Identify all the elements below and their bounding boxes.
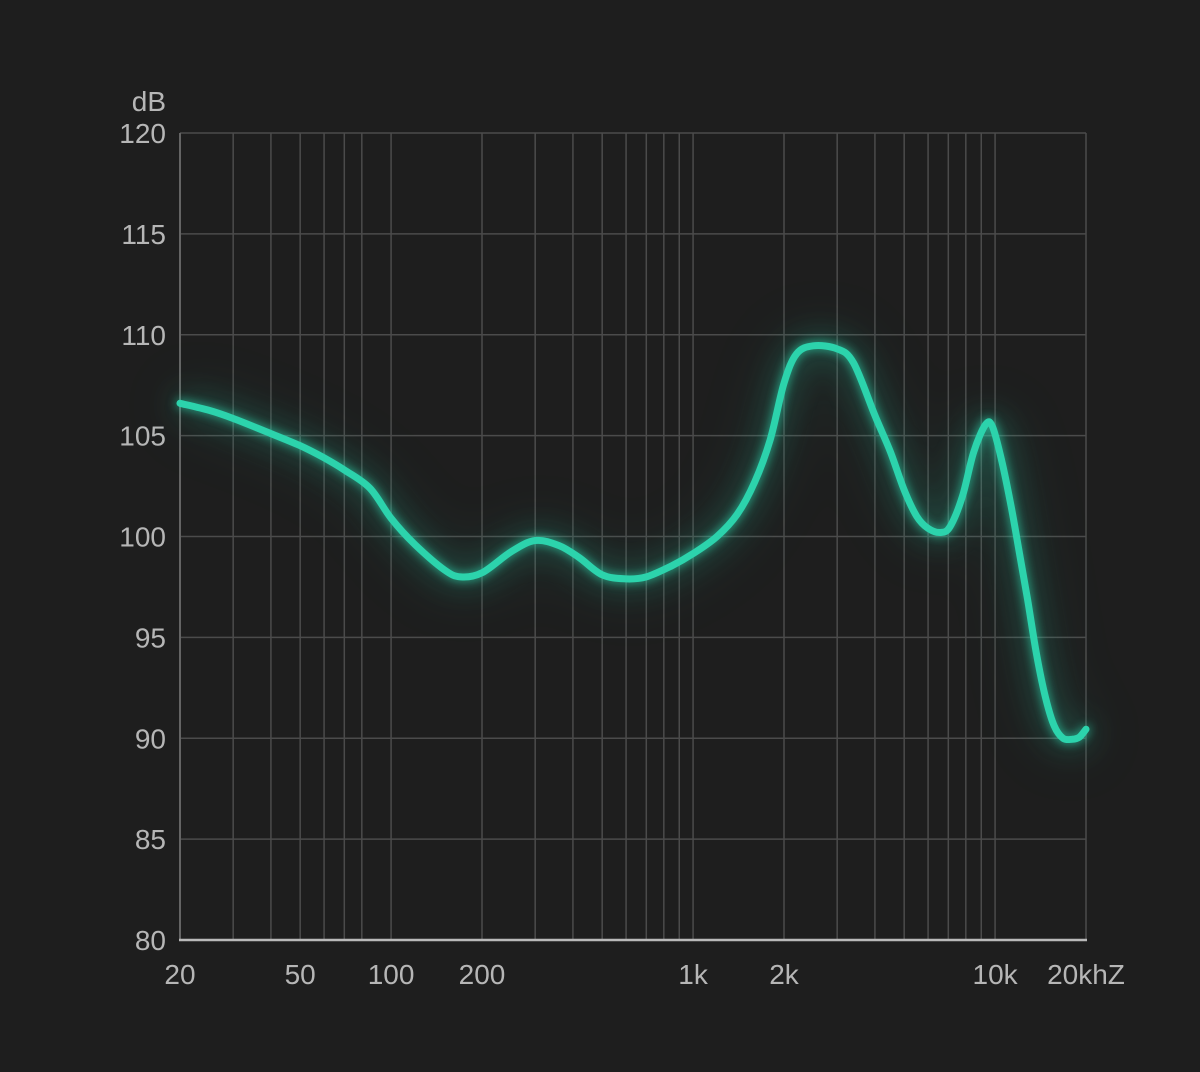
y-axis-tick-label: 110 (121, 320, 166, 351)
x-axis-tick-label: 200 (459, 959, 506, 990)
grid-lines (179, 132, 1087, 941)
axis-frame (179, 133, 1087, 942)
x-axis-tick-label: 10k (973, 959, 1019, 990)
frequency-response-curve (176, 342, 1090, 744)
y-axis-tick-label: 100 (119, 522, 166, 553)
x-axis-tick-label: 20 (164, 959, 195, 990)
x-axis-tick-label: 50 (285, 959, 316, 990)
y-axis-tick-label: 80 (135, 925, 166, 956)
x-axis-tick-label: 20khZ (1047, 959, 1125, 990)
y-axis-unit-label: dB (132, 86, 166, 117)
x-axis-tick-label: 1k (678, 959, 709, 990)
x-axis-tick-label: 100 (368, 959, 415, 990)
y-axis-tick-label: 95 (135, 622, 166, 653)
data-series (176, 342, 1090, 744)
y-axis-tick-label: 85 (135, 824, 166, 855)
y-axis-tick-label: 105 (119, 421, 166, 452)
y-axis-tick-label: 115 (121, 219, 166, 250)
y-axis-tick-label: 90 (135, 723, 166, 754)
y-axis-tick-label: 120 (119, 118, 166, 149)
x-axis-tick-label: 2k (769, 959, 800, 990)
